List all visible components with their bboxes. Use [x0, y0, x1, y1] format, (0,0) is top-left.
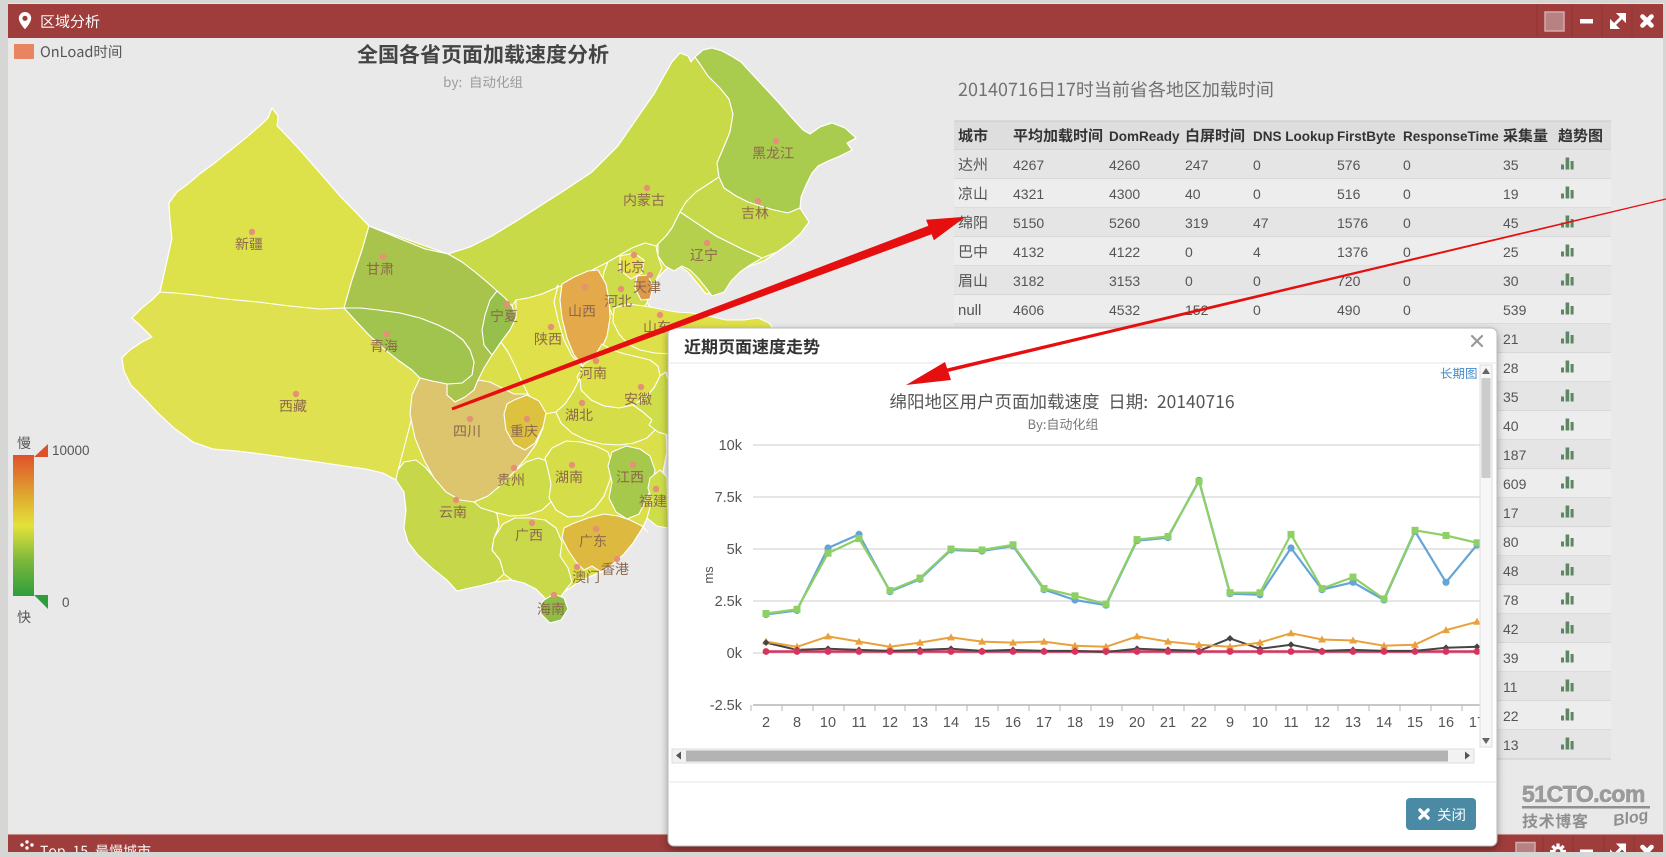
- svg-text:80: 80: [1503, 534, 1519, 550]
- svg-text:35: 35: [1503, 389, 1519, 405]
- svg-text:19: 19: [1098, 715, 1114, 731]
- svg-text:0: 0: [1253, 273, 1261, 289]
- svg-text:4267: 4267: [1013, 157, 1044, 173]
- svg-text:10k: 10k: [719, 438, 743, 454]
- svg-text:11: 11: [1503, 679, 1518, 695]
- svg-text:20: 20: [1129, 715, 1145, 731]
- svg-text:539: 539: [1503, 302, 1527, 318]
- svg-text:19: 19: [1503, 186, 1519, 202]
- svg-text:8: 8: [793, 715, 801, 731]
- svg-text:Blog: Blog: [1612, 807, 1650, 830]
- svg-text:10: 10: [1252, 715, 1268, 731]
- svg-text:10: 10: [820, 715, 836, 731]
- svg-text:51CTO.com: 51CTO.com: [1522, 781, 1645, 807]
- svg-text:12: 12: [882, 715, 898, 731]
- svg-text:-2.5k: -2.5k: [710, 698, 743, 714]
- svg-text:0: 0: [62, 595, 70, 610]
- svg-text:0: 0: [1403, 244, 1411, 260]
- svg-text:ResponseTime: ResponseTime: [1403, 129, 1499, 144]
- svg-text:78: 78: [1503, 592, 1519, 608]
- svg-text:609: 609: [1503, 476, 1527, 492]
- svg-text:14: 14: [1376, 715, 1392, 731]
- svg-text:0: 0: [1403, 157, 1411, 173]
- svg-text:0: 0: [1253, 186, 1261, 202]
- svg-text:0: 0: [1253, 302, 1261, 318]
- svg-text:16: 16: [1005, 715, 1021, 731]
- svg-text:FirstByte: FirstByte: [1337, 129, 1396, 144]
- svg-text:47: 47: [1253, 215, 1269, 231]
- svg-text:247: 247: [1185, 157, 1209, 173]
- svg-text:4300: 4300: [1109, 186, 1140, 202]
- svg-text:22: 22: [1503, 708, 1519, 724]
- svg-text:3153: 3153: [1109, 273, 1140, 289]
- svg-text:5150: 5150: [1013, 215, 1044, 231]
- svg-text:10000: 10000: [52, 443, 90, 458]
- svg-text:25: 25: [1503, 244, 1519, 260]
- svg-text:21: 21: [1503, 331, 1519, 347]
- svg-text:40: 40: [1503, 418, 1519, 434]
- svg-text:0: 0: [1403, 215, 1411, 231]
- svg-text:42: 42: [1503, 621, 1519, 637]
- svg-text:30: 30: [1503, 273, 1519, 289]
- svg-text:16: 16: [1438, 715, 1454, 731]
- svg-text:15: 15: [1407, 715, 1423, 731]
- svg-text:0: 0: [1403, 186, 1411, 202]
- svg-text:22: 22: [1191, 715, 1207, 731]
- svg-text:576: 576: [1337, 157, 1361, 173]
- svg-text:null: null: [958, 302, 981, 319]
- svg-text:39: 39: [1503, 650, 1519, 666]
- svg-text:4606: 4606: [1013, 302, 1044, 318]
- svg-text:ms: ms: [701, 566, 716, 584]
- svg-text:15: 15: [974, 715, 990, 731]
- svg-text:51CTO.com: 51CTO.com: [1523, 782, 1646, 808]
- svg-text:28: 28: [1503, 360, 1519, 376]
- svg-text:3182: 3182: [1013, 273, 1044, 289]
- svg-text:319: 319: [1185, 215, 1209, 231]
- svg-text:2: 2: [762, 715, 770, 731]
- svg-text:4321: 4321: [1013, 186, 1044, 202]
- svg-text:4122: 4122: [1109, 244, 1140, 260]
- svg-text:12: 12: [1314, 715, 1330, 731]
- svg-text:9: 9: [1226, 715, 1234, 731]
- svg-text:17: 17: [1036, 715, 1052, 731]
- svg-text:DomReady: DomReady: [1109, 129, 1180, 144]
- svg-text:18: 18: [1067, 715, 1083, 731]
- svg-text:0: 0: [1185, 244, 1193, 260]
- svg-text:5260: 5260: [1109, 215, 1140, 231]
- svg-text:45: 45: [1503, 215, 1519, 231]
- svg-text:14: 14: [943, 715, 959, 731]
- svg-text:1376: 1376: [1337, 244, 1368, 260]
- svg-text:11: 11: [851, 715, 866, 731]
- svg-text:490: 490: [1337, 302, 1361, 318]
- svg-text:4132: 4132: [1013, 244, 1044, 260]
- svg-text:17: 17: [1503, 505, 1519, 521]
- svg-text:48: 48: [1503, 563, 1519, 579]
- svg-text:13: 13: [1345, 715, 1361, 731]
- svg-text:2.5k: 2.5k: [715, 594, 743, 610]
- svg-text:40: 40: [1185, 186, 1201, 202]
- svg-text:0: 0: [1185, 273, 1193, 289]
- svg-text:0k: 0k: [727, 646, 743, 662]
- svg-text:4260: 4260: [1109, 157, 1140, 173]
- svg-text:1576: 1576: [1337, 215, 1368, 231]
- svg-text:4532: 4532: [1109, 302, 1140, 318]
- svg-text:13: 13: [1503, 737, 1519, 753]
- svg-text:187: 187: [1503, 447, 1527, 463]
- svg-text:7.5k: 7.5k: [715, 490, 743, 506]
- svg-text:21: 21: [1160, 715, 1176, 731]
- svg-text:0: 0: [1403, 302, 1411, 318]
- svg-text:DNS Lookup: DNS Lookup: [1253, 129, 1334, 144]
- svg-text:4: 4: [1253, 244, 1261, 260]
- svg-text:11: 11: [1283, 715, 1298, 731]
- svg-text:0: 0: [1403, 273, 1411, 289]
- svg-text:5k: 5k: [727, 542, 743, 558]
- svg-text:516: 516: [1337, 186, 1361, 202]
- svg-text:35: 35: [1503, 157, 1519, 173]
- svg-text:13: 13: [912, 715, 928, 731]
- svg-text:0: 0: [1253, 157, 1261, 173]
